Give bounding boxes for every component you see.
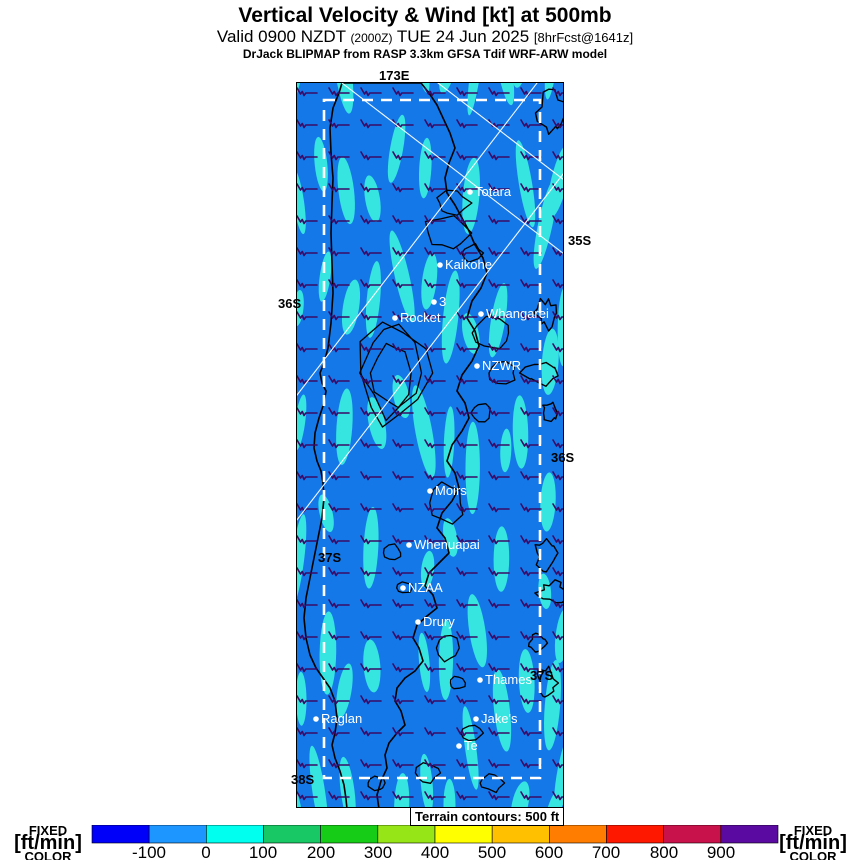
svg-text:Jake's: Jake's xyxy=(481,711,518,726)
svg-text:700: 700 xyxy=(592,843,620,860)
svg-text:Moirs: Moirs xyxy=(435,483,467,498)
svg-text:600: 600 xyxy=(535,843,563,860)
svg-text:900: 900 xyxy=(707,843,735,860)
svg-text:Totara: Totara xyxy=(475,184,512,199)
svg-text:NZAA: NZAA xyxy=(408,580,443,595)
svg-text:200: 200 xyxy=(307,843,335,860)
svg-text:Whenuapai: Whenuapai xyxy=(414,537,480,552)
svg-text:0: 0 xyxy=(201,843,210,860)
svg-text:Rocket: Rocket xyxy=(400,310,441,325)
svg-text:500: 500 xyxy=(478,843,506,860)
svg-text:Whangarei: Whangarei xyxy=(486,306,549,321)
svg-text:Thames: Thames xyxy=(485,672,532,687)
svg-text:Kaikohe: Kaikohe xyxy=(445,257,492,272)
svg-text:400: 400 xyxy=(421,843,449,860)
svg-text:100: 100 xyxy=(249,843,277,860)
svg-text:Raglan: Raglan xyxy=(321,711,362,726)
svg-text:300: 300 xyxy=(364,843,392,860)
svg-text:3: 3 xyxy=(439,294,446,309)
svg-text:Drury: Drury xyxy=(423,614,455,629)
svg-text:Te: Te xyxy=(464,738,478,753)
svg-text:800: 800 xyxy=(650,843,678,860)
svg-text:NZWR: NZWR xyxy=(482,358,521,373)
svg-text:-100: -100 xyxy=(132,843,166,860)
